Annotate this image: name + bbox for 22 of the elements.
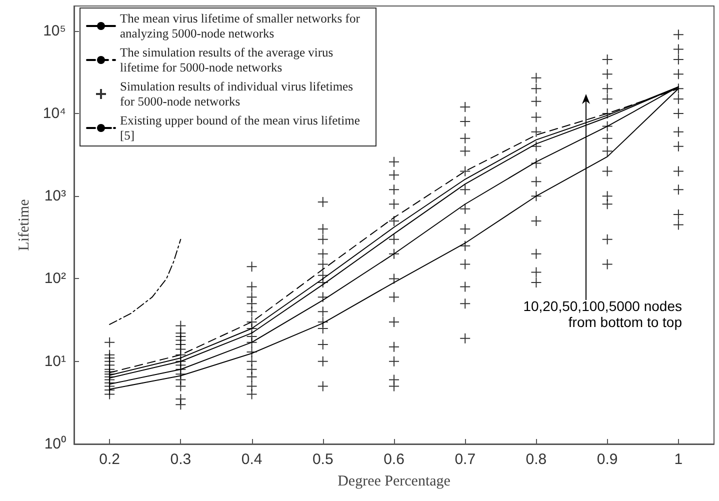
legend-label: The simulation results of the average virus lifetime for 5000-node networks: [120, 46, 336, 74]
x-tick-label: 0.9: [596, 451, 618, 468]
legend-label: Existing upper bound of the mean virus lifetime [5]: [120, 114, 364, 142]
x-tick-label: 0.6: [384, 451, 404, 468]
x-tick-label: 0.5: [312, 451, 334, 468]
y-axis-title: Lifetime: [16, 198, 32, 251]
y-tick-label: 10¹: [44, 352, 66, 370]
y-tick-label: 10⁵: [43, 22, 66, 40]
y-tick-label: 10⁴: [42, 105, 66, 122]
x-tick-label: 0.7: [454, 451, 476, 468]
x-tick-label: 1: [674, 451, 683, 468]
y-tick-label: 10²: [44, 270, 66, 288]
x-tick-label: 0.8: [526, 451, 547, 468]
annotation: 10,20,50,100,5000 nodes from bottom to top: [523, 298, 682, 330]
legend-label: The mean virus lifetime of smaller networks for analyzing 5000-node networks: [120, 12, 363, 40]
x-tick-label: 0.3: [170, 451, 192, 468]
x-tick-label: 0.4: [241, 451, 262, 468]
legend-label: Simulation results of individual virus lifetimes for 5000-node networks: [120, 80, 356, 108]
y-tick-label: 10⁰: [44, 436, 66, 452]
x-axis-title: Degree Percentage: [338, 474, 451, 490]
y-tick-label: 10³: [44, 188, 66, 205]
x-tick-label: 0.2: [99, 451, 120, 468]
